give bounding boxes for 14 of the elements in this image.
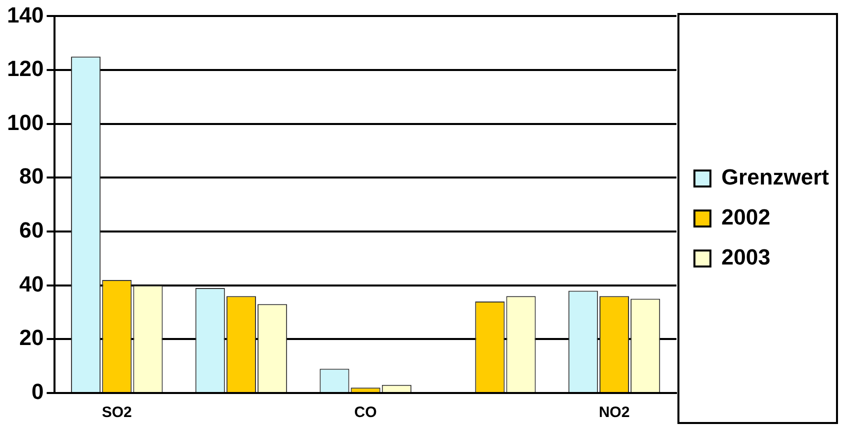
x-tick-label: SO2	[102, 404, 132, 422]
legend-label: 2003	[721, 244, 770, 270]
x-tick-label: NO2	[598, 404, 630, 422]
legend-label: Grenzwert	[721, 164, 830, 190]
y-tick-label: 0	[31, 379, 44, 404]
y-tick-label: 140	[6, 2, 44, 28]
y-tick-label: 60	[19, 218, 44, 243]
y-tick-label: 80	[19, 164, 44, 189]
y-tick-label: 120	[6, 56, 44, 82]
y-tick-label: 100	[6, 110, 44, 135]
legend-label: 2002	[721, 204, 770, 230]
y-tick-label: 20	[19, 325, 44, 350]
x-tick-label: CO	[354, 404, 378, 422]
y-tick-label: 40	[19, 271, 44, 296]
